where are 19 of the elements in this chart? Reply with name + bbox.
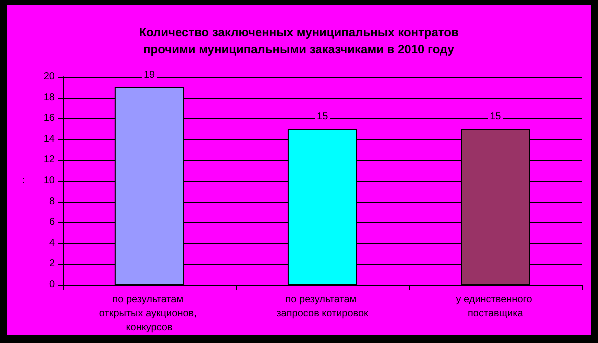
y-tick-label: 14 [44,134,56,145]
y-tick-label: 18 [44,92,56,104]
y-axis-title: : [22,176,25,186]
y-tick-label: 2 [49,258,56,270]
x-tick-label: у единственного поставщика [456,294,536,320]
y-tick-label: 4 [49,238,56,249]
y-tick-label: 0 [49,280,56,290]
y-tick-label: 10 [44,176,56,186]
data-label: 19 [144,70,156,81]
y-tick-label: 20 [44,72,56,82]
data-label: 15 [317,112,329,122]
data-label: 15 [490,112,502,122]
x-tick-label: по результатам открытых аукционов, конкурсов [99,294,200,334]
y-tick-label: 12 [44,154,56,166]
y-tick-label: 8 [49,196,56,208]
chart-title: Количество заключенных муниципальных контратов прочими муниципальными заказчиками в 2010 году [139,26,459,56]
y-tick-label: 16 [44,113,56,124]
x-tick-label: по результатам запросов котировок [276,294,370,320]
y-tick-label: 6 [49,217,56,228]
